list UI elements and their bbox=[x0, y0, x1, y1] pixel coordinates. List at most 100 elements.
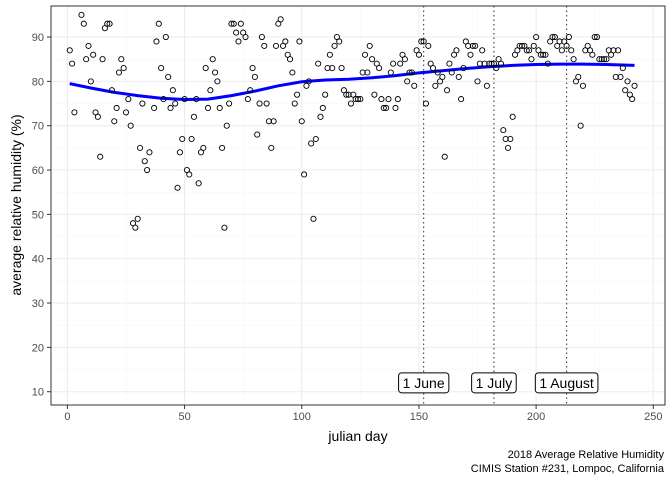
date-label-text: 1 July bbox=[476, 375, 513, 391]
data-point bbox=[622, 87, 629, 94]
data-point bbox=[474, 78, 481, 85]
y-tick-label: 80 bbox=[32, 76, 44, 88]
data-point bbox=[118, 56, 125, 63]
data-point bbox=[97, 153, 104, 160]
data-point bbox=[359, 69, 366, 76]
y-axis-ticks: 10 20 30 40 50 60 70 80 90 bbox=[32, 32, 51, 399]
data-point bbox=[87, 78, 94, 85]
data-point bbox=[151, 104, 158, 112]
data-point bbox=[565, 33, 572, 41]
data-point bbox=[336, 38, 343, 45]
date-label: 1 June bbox=[398, 372, 450, 394]
data-point bbox=[420, 38, 427, 45]
data-point bbox=[364, 69, 371, 76]
date-label-box bbox=[534, 372, 599, 394]
data-point bbox=[294, 91, 301, 98]
data-point bbox=[85, 42, 92, 49]
data-point bbox=[200, 144, 207, 151]
data-point bbox=[219, 144, 226, 151]
y-tick-label: 60 bbox=[32, 165, 44, 177]
y-tick-label: 10 bbox=[32, 387, 44, 399]
data-point bbox=[603, 56, 610, 63]
data-point bbox=[235, 38, 242, 45]
data-point bbox=[80, 20, 87, 27]
data-point bbox=[315, 60, 322, 67]
data-point bbox=[270, 118, 277, 125]
data-point bbox=[209, 56, 216, 63]
y-tick-label: 70 bbox=[32, 121, 44, 133]
data-point bbox=[507, 135, 514, 143]
data-point bbox=[226, 100, 233, 107]
data-point bbox=[415, 51, 422, 58]
caption-line-2: CIMIS Station #231, Lompoc, California bbox=[471, 463, 665, 475]
data-point bbox=[406, 69, 413, 76]
data-point bbox=[99, 56, 106, 63]
data-point bbox=[397, 60, 404, 67]
data-point bbox=[308, 140, 315, 147]
data-point bbox=[530, 42, 537, 49]
x-tick-label: 150 bbox=[410, 411, 428, 423]
data-point bbox=[448, 69, 455, 76]
date-label-box bbox=[471, 372, 517, 394]
x-tick-label: 0 bbox=[64, 411, 70, 423]
reference-lines bbox=[423, 6, 568, 405]
data-point bbox=[137, 144, 144, 151]
data-point bbox=[277, 16, 284, 23]
data-point bbox=[444, 87, 451, 94]
data-point bbox=[486, 60, 493, 67]
data-point bbox=[329, 65, 336, 72]
data-point bbox=[186, 171, 193, 178]
data-point bbox=[141, 158, 148, 165]
data-point bbox=[338, 65, 345, 72]
data-point bbox=[493, 65, 500, 72]
data-point bbox=[544, 60, 551, 67]
data-point bbox=[533, 33, 540, 41]
data-point bbox=[361, 51, 369, 58]
data-point bbox=[310, 215, 317, 222]
data-point bbox=[83, 56, 90, 63]
data-point bbox=[78, 11, 85, 18]
data-point bbox=[404, 78, 411, 85]
data-point bbox=[598, 56, 605, 63]
x-axis-title: julian day bbox=[327, 428, 387, 444]
data-point bbox=[249, 65, 256, 72]
data-point bbox=[458, 96, 465, 103]
data-point bbox=[497, 60, 505, 67]
data-point bbox=[132, 224, 139, 231]
data-point bbox=[331, 42, 338, 49]
data-point bbox=[631, 82, 638, 89]
data-point bbox=[265, 118, 272, 125]
data-point bbox=[230, 20, 237, 27]
data-point bbox=[568, 47, 575, 54]
data-point bbox=[223, 122, 230, 129]
x-tick-label: 200 bbox=[527, 411, 545, 423]
data-point bbox=[216, 104, 223, 112]
data-point bbox=[577, 122, 584, 129]
data-point bbox=[551, 33, 558, 41]
data-point bbox=[134, 215, 141, 222]
x-tick-label: 50 bbox=[178, 411, 190, 423]
data-point bbox=[479, 47, 486, 54]
y-tick-label: 90 bbox=[32, 32, 44, 44]
data-point bbox=[108, 87, 115, 94]
data-point bbox=[347, 100, 355, 107]
data-point bbox=[589, 51, 596, 58]
data-point bbox=[394, 96, 401, 103]
data-point bbox=[167, 104, 174, 112]
date-label: 1 August bbox=[534, 372, 599, 394]
data-point bbox=[357, 96, 364, 103]
y-axis-title: average relative humidity (%) bbox=[8, 114, 24, 295]
data-point bbox=[476, 60, 483, 67]
data-point bbox=[207, 87, 214, 94]
data-point bbox=[242, 33, 249, 41]
data-point bbox=[251, 73, 258, 80]
data-point bbox=[254, 131, 261, 138]
data-point bbox=[125, 96, 132, 103]
data-point bbox=[174, 184, 181, 191]
data-point bbox=[317, 113, 324, 120]
data-point bbox=[176, 149, 183, 156]
data-point bbox=[488, 60, 495, 67]
data-point bbox=[383, 104, 390, 112]
data-point bbox=[312, 135, 319, 143]
grid-lines bbox=[51, 6, 665, 405]
